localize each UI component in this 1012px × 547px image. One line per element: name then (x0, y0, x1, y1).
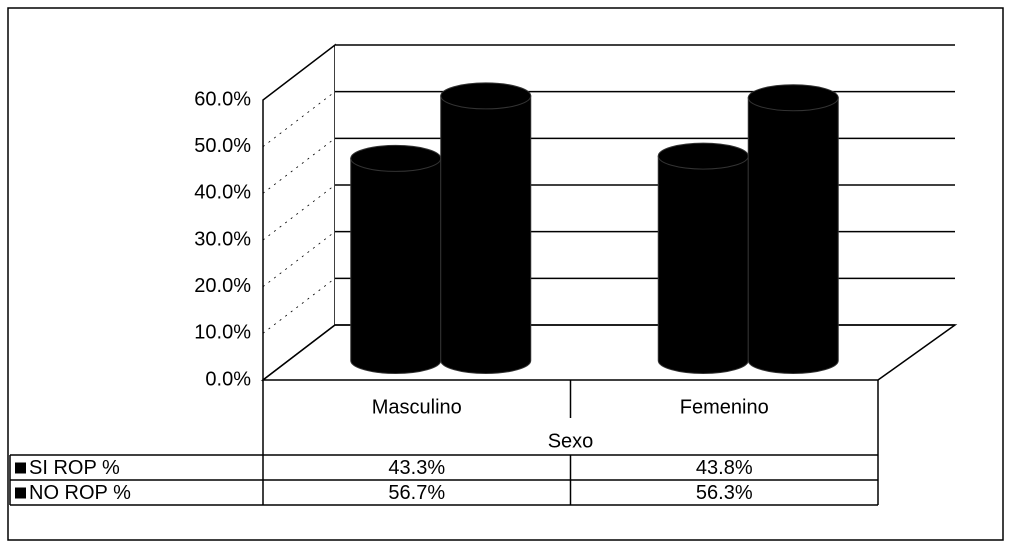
cylinder (440, 95, 532, 374)
side-grid-line (262, 184, 336, 241)
cylinder-top (657, 142, 749, 170)
x-tick-label: Masculino (372, 396, 462, 418)
y-tick-label: 0.0% (205, 368, 251, 390)
y-tick-label: 60.0% (194, 88, 251, 110)
legend-key (15, 487, 26, 499)
y-tick-label: 50.0% (194, 135, 251, 157)
table-value: 56.7% (388, 482, 445, 504)
table-value: 43.8% (696, 457, 753, 479)
side-grid-line (262, 231, 336, 287)
side-grid-line (262, 91, 336, 147)
table-value: 43.3% (388, 457, 445, 479)
y-tick-label: 40.0% (194, 182, 251, 204)
y-tick-label: 20.0% (194, 275, 251, 297)
legend-label: NO ROP % (29, 482, 131, 504)
table-value: 56.3% (696, 482, 753, 504)
side-grid-line (262, 278, 336, 334)
legend-key (15, 462, 26, 474)
y-tick-label: 10.0% (194, 322, 251, 344)
side-grid-line (262, 44, 336, 101)
cylinder (350, 157, 442, 374)
y-tick-label: 30.0% (194, 228, 251, 250)
side-wall (262, 43, 336, 382)
cylinder (747, 97, 839, 374)
cylinder (657, 155, 749, 374)
cylinder-top (440, 82, 532, 110)
side-grid-line (262, 324, 336, 381)
cylinder-top (350, 144, 442, 172)
legend-label: SI ROP % (29, 457, 120, 479)
x-tick-label: Femenino (680, 396, 769, 418)
side-grid-line (262, 138, 336, 194)
x-axis-label: Sexo (548, 430, 594, 452)
cylinder-top (747, 84, 839, 112)
